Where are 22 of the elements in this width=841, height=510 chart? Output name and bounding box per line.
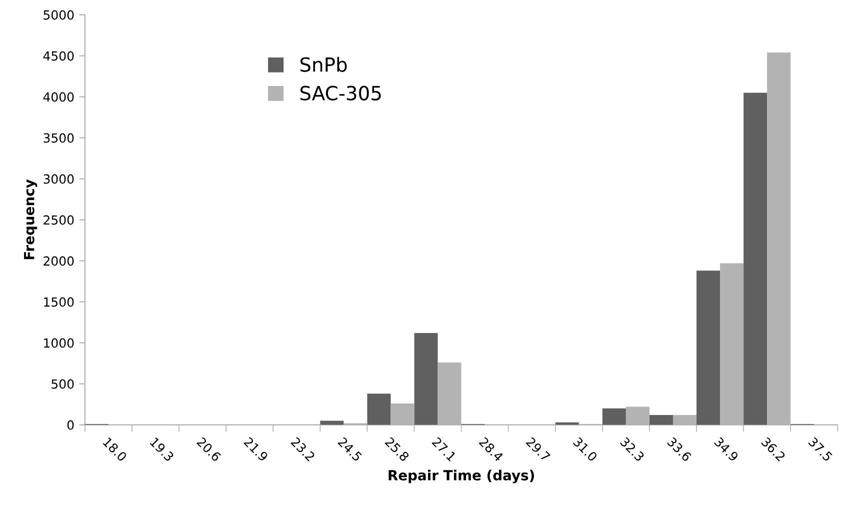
y-tick-label: 500 <box>52 379 74 389</box>
bar <box>744 92 768 425</box>
y-tick-label: 1000 <box>44 338 74 348</box>
bar <box>649 414 673 425</box>
y-tick-label: 5000 <box>44 10 74 20</box>
bar <box>696 270 720 425</box>
bar <box>602 408 626 425</box>
legend-label: SAC-305 <box>300 86 381 100</box>
y-tick-label: 3000 <box>44 174 74 184</box>
bar <box>414 332 438 425</box>
x-axis-title: Repair Time (days) <box>388 470 534 484</box>
y-axis-title: Frequency <box>24 179 38 260</box>
bar <box>367 394 391 425</box>
y-tick-label: 2500 <box>44 215 74 225</box>
y-tick-label: 2000 <box>44 256 74 266</box>
y-tick-label: 3500 <box>44 133 74 143</box>
bar <box>320 420 344 425</box>
y-tick-label: 0 <box>67 420 74 430</box>
y-tick-label: 4500 <box>43 51 74 61</box>
y-tick-label: 1500 <box>44 297 74 307</box>
y-tick-label: 4000 <box>43 92 74 102</box>
legend-label: SnPb <box>300 56 347 72</box>
